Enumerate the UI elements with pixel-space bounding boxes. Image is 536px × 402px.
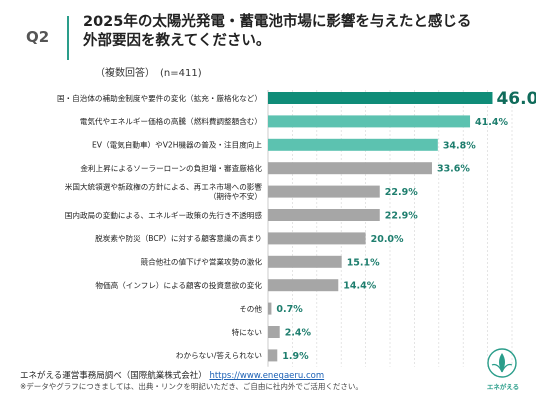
- bar: [268, 302, 272, 315]
- logo-text: エネがえる: [486, 383, 520, 391]
- bar: [268, 232, 366, 245]
- value-label: 15.1%: [347, 257, 380, 268]
- category-label: 特にない: [232, 327, 262, 337]
- bar: [268, 255, 342, 268]
- chart-title: 2025年の太陽光発電・蓄電池市場に影響を与えたと感じる 外部要因を教えてくださ…: [83, 13, 471, 51]
- category-label: 競合他社の値下げや営業攻勢の激化: [141, 257, 263, 267]
- enegaeru-logo-icon: [487, 348, 517, 378]
- title-line-2: 外部要因を教えてください。: [83, 33, 271, 49]
- value-label: 41.4%: [475, 117, 508, 128]
- value-label: 34.8%: [443, 140, 476, 151]
- bar: [268, 115, 471, 128]
- value-label: 0.7%: [276, 304, 303, 315]
- title-line-1: 2025年の太陽光発電・蓄電池市場に影響を与えたと感じる: [83, 14, 472, 30]
- category-label: その他: [239, 303, 262, 313]
- value-label: 33.6%: [437, 164, 470, 175]
- bar: [268, 138, 438, 151]
- category-label: 物価高（インフレ）による顧客の投資意欲の変化: [95, 280, 262, 290]
- bar: [268, 326, 280, 338]
- bar: [268, 162, 432, 175]
- title-divider: [67, 16, 69, 60]
- bar: [268, 349, 278, 362]
- usage-note: ※データやグラフにつきましては、出典・リンクを明記いただき、ご自由に社内外でご活…: [20, 382, 363, 391]
- value-label: 2.4%: [285, 328, 312, 339]
- category-label: 国・自治体の補助金制度や要件の変化（拡充・厳格化など）: [57, 93, 262, 103]
- bar: [268, 279, 339, 292]
- bar: [268, 92, 493, 104]
- value-label: 20.0%: [371, 234, 404, 245]
- bar: [268, 209, 380, 221]
- category-label: 米国大統領選や新政権の方針による、再エネ市場への影響（期待や不安）: [65, 182, 263, 202]
- source-prefix: エネがえる運営事務局調べ（国際航業株式会社）: [20, 371, 207, 381]
- category-label: 電気代やエネルギー価格の高騰（燃料費調整額含む）: [80, 116, 262, 126]
- value-label: 1.9%: [282, 351, 309, 362]
- value-label: 14.4%: [343, 281, 376, 292]
- source-link[interactable]: https://www.enegaeru.com: [209, 371, 325, 381]
- value-label: 46.0%: [496, 89, 536, 109]
- category-label: 脱炭素や防災（BCP）に対する顧客意識の高まり: [95, 233, 262, 243]
- question-label: Q2: [26, 28, 50, 46]
- value-label: 22.9%: [385, 211, 418, 222]
- chart-subtitle: （複数回答） (n=411): [95, 68, 202, 79]
- bar: [268, 185, 380, 198]
- source-note: エネがえる運営事務局調べ（国際航業株式会社） https://www.enega…: [20, 369, 324, 381]
- category-label: わからない/答えられない: [176, 350, 262, 360]
- category-label: 国内政局の変動による、エネルギー政策の先行き不透明感: [65, 210, 263, 220]
- category-label: 金利上昇によるソーラーローンの負担増・審査厳格化: [80, 163, 262, 173]
- value-label: 22.9%: [385, 187, 418, 198]
- category-label: EV（電気自動車）やV2H機器の普及・注目度向上: [92, 140, 262, 150]
